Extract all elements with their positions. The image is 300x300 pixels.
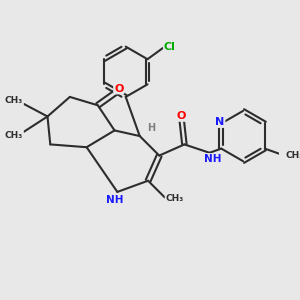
- Text: CH₃: CH₃: [5, 96, 23, 105]
- Text: N: N: [215, 117, 224, 127]
- Text: O: O: [177, 111, 186, 121]
- Text: Cl: Cl: [164, 42, 176, 52]
- Text: O: O: [114, 83, 123, 94]
- Text: H: H: [147, 123, 155, 133]
- Text: CH₃: CH₃: [5, 131, 23, 140]
- Text: CH₃: CH₃: [285, 151, 300, 160]
- Text: NH: NH: [106, 195, 123, 205]
- Text: CH₃: CH₃: [166, 194, 184, 203]
- Text: NH: NH: [204, 154, 221, 164]
